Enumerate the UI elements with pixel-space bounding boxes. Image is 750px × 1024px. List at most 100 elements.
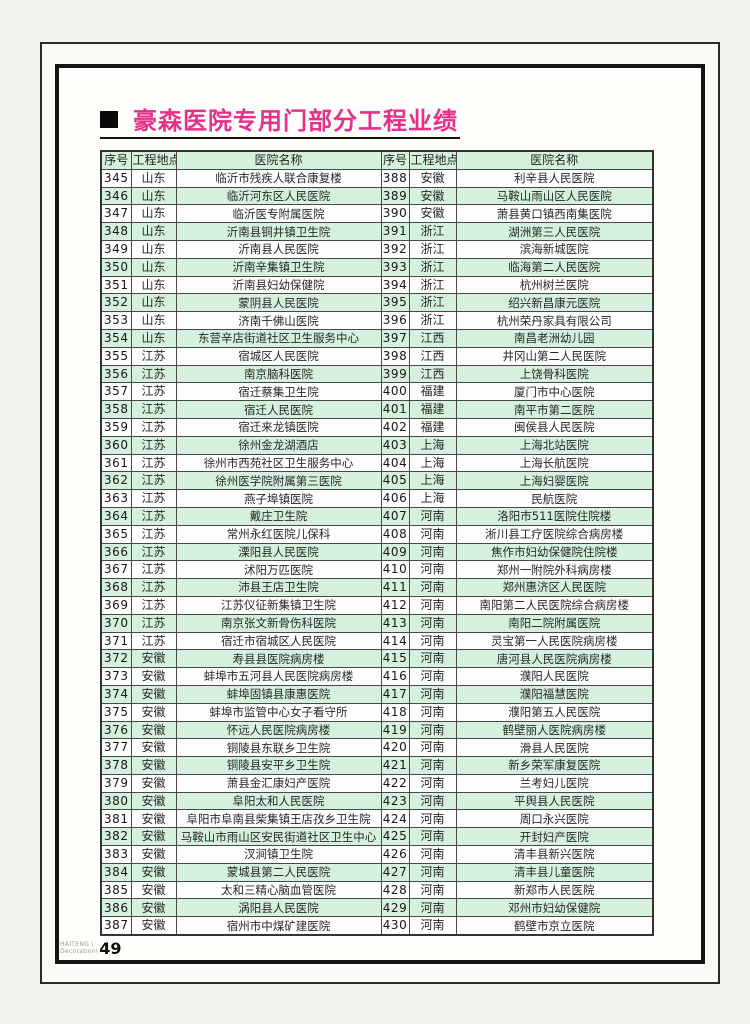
hospital-name-cell: 湖洲第三人民医院 [455, 222, 654, 241]
location-cell: 江西 [408, 364, 457, 384]
hospital-name-cell: 郑州一附院外科病房楼 [455, 560, 654, 580]
hospital-name-cell: 鹤壁丽人医院病房楼 [455, 720, 654, 740]
location-cell: 河南 [408, 809, 457, 829]
serial-cell: 400 [380, 382, 410, 402]
table-row: 367 江苏 沭阳万匹医院 410 河南 郑州一附院外科病房楼 [100, 560, 654, 580]
location-cell: 河南 [408, 827, 457, 847]
serial-cell: 413 [380, 613, 410, 633]
serial-cell: 406 [380, 489, 410, 508]
table-row: 380 安徽 阜阳太和人民医院 423 河南 平舆县人民医院 [100, 791, 654, 811]
hospital-name-cell: 蒙城县第二人民医院 [175, 862, 382, 882]
location-cell: 安徽 [130, 791, 177, 811]
table-row: 383 安徽 汊涧镇卫生院 426 河南 清丰县新兴医院 [100, 845, 654, 864]
hospital-name-cell: 鹤壁市京立医院 [455, 916, 654, 936]
hospital-name-cell: 兰考妇儿医院 [455, 773, 654, 793]
serial-cell: 401 [380, 400, 410, 419]
table-row: 382 安徽 马鞍山市雨山区安民街道社区卫生中心 425 河南 开封妇产医院 [100, 827, 654, 847]
location-cell: 江苏 [130, 400, 177, 419]
column-header: 工程地点 [408, 150, 457, 170]
hospital-name-cell: 燕子埠镇医院 [175, 489, 382, 508]
column-header: 序号 [380, 150, 410, 170]
hospital-name-cell: 蚌埠固镇县康惠医院 [175, 684, 382, 704]
hospital-name-cell: 濮阳福慧医院 [455, 684, 654, 704]
hospital-name-cell: 宿迁市宿城区人民医院 [175, 631, 382, 651]
serial-cell: 430 [380, 916, 410, 936]
serial-cell: 415 [380, 649, 410, 669]
serial-cell: 357 [100, 382, 132, 402]
hospital-name-cell: 杭州荣丹家具有限公司 [455, 311, 654, 330]
location-cell: 安徽 [130, 756, 177, 775]
hospital-name-cell: 平舆县人民医院 [455, 791, 654, 811]
location-cell: 河南 [408, 560, 457, 580]
table-row: 378 安徽 铜陵县安平乡卫生院 421 河南 新乡荣军康复医院 [100, 756, 654, 775]
location-cell: 河南 [408, 916, 457, 936]
hospital-name-cell: 徐州金龙湖酒店 [175, 435, 382, 455]
location-cell: 河南 [408, 791, 457, 811]
serial-cell: 389 [380, 186, 410, 206]
hospital-name-cell: 滑县人民医院 [455, 738, 654, 758]
location-cell: 山东 [130, 239, 177, 259]
hospital-name-cell: 南平市第二医院 [455, 400, 654, 419]
location-cell: 江苏 [130, 631, 177, 651]
column-header: 医院名称 [175, 150, 382, 170]
table-row: 365 江苏 常州永红医院儿保科 408 河南 淅川县工疗医院综合病房楼 [100, 524, 654, 544]
table-row: 364 江苏 戴庄卫生院 407 河南 洛阳市511医院住院楼 [100, 506, 654, 526]
table-row: 349 山东 沂南县人民医院 392 浙江 滨海新城医院 [100, 239, 654, 259]
serial-cell: 374 [100, 684, 132, 704]
serial-cell: 364 [100, 506, 132, 526]
hospital-name-cell: 涡阳县人民医院 [175, 898, 382, 918]
serial-cell: 368 [100, 578, 132, 597]
serial-cell: 427 [380, 862, 410, 882]
serial-cell: 405 [380, 471, 410, 491]
location-cell: 河南 [408, 506, 457, 526]
hospital-name-cell: 江苏仪征新集镇卫生院 [175, 595, 382, 615]
location-cell: 安徽 [130, 720, 177, 740]
hospital-name-cell: 民航医院 [455, 489, 654, 508]
location-cell: 安徽 [130, 845, 177, 864]
location-cell: 山东 [130, 204, 177, 224]
table-row: 381 安徽 阜阳市阜南县柴集镇王店孜乡卫生院 424 河南 周口永兴医院 [100, 809, 654, 829]
serial-cell: 365 [100, 524, 132, 544]
hospital-name-cell: 马鞍山雨山区人民医院 [455, 186, 654, 206]
hospital-name-cell: 徐州医学院附属第三医院 [175, 471, 382, 491]
location-cell: 江苏 [130, 524, 177, 544]
hospital-name-cell: 铜陵县东联乡卫生院 [175, 738, 382, 758]
serial-cell: 412 [380, 595, 410, 615]
hospital-name-cell: 郑州惠济区人民医院 [455, 578, 654, 597]
project-results-table: 序号 工程地点 医院名称 序号 工程地点 医院名称 345 山东 临沂市残疾人联合康复楼 388… [100, 150, 654, 937]
hospital-name-cell: 灵宝第一人民医院病房楼 [455, 631, 654, 651]
serial-cell: 422 [380, 773, 410, 793]
serial-cell: 378 [100, 756, 132, 775]
location-cell: 河南 [408, 738, 457, 758]
hospital-name-cell: 上海北站医院 [455, 435, 654, 455]
table-row: 372 安徽 寿县县医院病房楼 415 河南 唐河县人民医院病房楼 [100, 649, 654, 669]
serial-cell: 382 [100, 827, 132, 847]
location-cell: 山东 [130, 222, 177, 241]
serial-cell: 346 [100, 186, 132, 206]
location-cell: 江苏 [130, 435, 177, 455]
table-row: 346 山东 临沂河东区人民医院 389 安徽 马鞍山雨山区人民医院 [100, 186, 654, 206]
location-cell: 江苏 [130, 453, 177, 473]
serial-cell: 376 [100, 720, 132, 740]
serial-cell: 345 [100, 168, 132, 188]
serial-cell: 421 [380, 756, 410, 775]
table-row: 366 江苏 溧阳县人民医院 409 河南 焦作市妇幼保健院住院楼 [100, 542, 654, 562]
hospital-name-cell: 井冈山第二人民医院 [455, 346, 654, 366]
location-cell: 浙江 [408, 275, 457, 295]
table-row: 370 江苏 南京张文新骨伤科医院 413 河南 南阳二院附属医院 [100, 613, 654, 633]
location-cell: 河南 [408, 578, 457, 597]
hospital-name-cell: 沭阳万匹医院 [175, 560, 382, 580]
serial-cell: 354 [100, 328, 132, 348]
table-row: 358 江苏 宿迁人民医院 401 福建 南平市第二医院 [100, 400, 654, 419]
location-cell: 江西 [408, 328, 457, 348]
location-cell: 安徽 [408, 204, 457, 224]
serial-cell: 408 [380, 524, 410, 544]
serial-cell: 375 [100, 702, 132, 722]
page-title: 豪森医院专用门部分工程业绩 [133, 107, 458, 135]
hospital-name-cell: 济南千佛山医院 [175, 311, 382, 330]
serial-cell: 366 [100, 542, 132, 562]
table-row: 387 安徽 宿州市中煤矿建医院 430 河南 鹤壁市京立医院 [100, 916, 654, 936]
table-row: 361 江苏 徐州市西苑社区卫生服务中心 404 上海 上海长航医院 [100, 453, 654, 473]
serial-cell: 395 [380, 293, 410, 313]
location-cell: 江苏 [130, 506, 177, 526]
